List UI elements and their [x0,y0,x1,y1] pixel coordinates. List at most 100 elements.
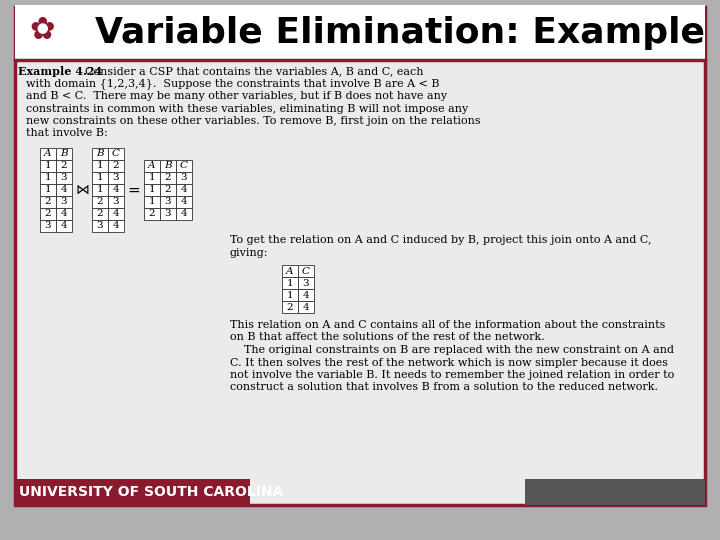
Text: 1: 1 [96,161,103,171]
Bar [160,172,176,184]
Bar [160,184,176,196]
Bar [160,160,176,172]
Bar [298,277,314,289]
Bar [56,208,72,220]
Bar [56,160,72,172]
FancyBboxPatch shape [15,7,705,505]
Bar [56,220,72,232]
Bar [56,196,72,208]
Text: 2: 2 [287,302,293,312]
Bar [92,148,108,160]
Text: ✿: ✿ [30,17,55,45]
Bar [176,184,192,196]
Text: Consider a CSP that contains the variables A, B and C, each: Consider a CSP that contains the variabl… [85,66,423,76]
Bar [144,208,160,220]
Bar [40,148,56,160]
Text: 4: 4 [181,198,187,206]
Text: 4: 4 [181,186,187,194]
Bar [56,172,72,184]
Text: 3: 3 [113,198,120,206]
Text: Variable Elimination: Example: Variable Elimination: Example [95,16,705,50]
Text: 2: 2 [96,198,103,206]
Text: C: C [302,267,310,275]
Text: with domain {1,2,3,4}.  Suppose the constraints that involve B are A < B: with domain {1,2,3,4}. Suppose the const… [26,78,439,89]
Bar [108,220,124,232]
Bar [108,208,124,220]
Bar [282,289,298,301]
Bar [176,172,192,184]
Bar [56,184,72,196]
Bar [108,160,124,172]
Text: 3: 3 [181,173,187,183]
Bar [40,172,56,184]
Text: This relation on A and C contains all of the information about the constraints: This relation on A and C contains all of… [230,320,665,330]
Text: 3: 3 [60,198,67,206]
Text: ⋈: ⋈ [75,183,89,197]
Text: 3: 3 [302,279,310,287]
Text: 2: 2 [165,186,171,194]
Text: 2: 2 [96,210,103,219]
Text: 4: 4 [113,210,120,219]
Text: C. It then solves the rest of the network which is now simpler because it does: C. It then solves the rest of the networ… [230,357,668,368]
Bar [176,208,192,220]
Bar [40,160,56,172]
Text: 2: 2 [60,161,67,171]
Text: 2: 2 [113,161,120,171]
Bar [92,220,108,232]
Text: =: = [127,183,140,198]
Text: 1: 1 [96,173,103,183]
Text: B: B [164,161,172,171]
Text: 3: 3 [165,210,171,219]
Text: 1: 1 [45,173,51,183]
Bar [160,196,176,208]
Text: The original constraints on B are replaced with the new constraint on A and: The original constraints on B are replac… [230,345,674,355]
Text: 4: 4 [60,186,67,194]
Bar [40,184,56,196]
Text: UNIVERSITY OF SOUTH CAROLINA: UNIVERSITY OF SOUTH CAROLINA [19,485,283,499]
Bar [15,479,250,505]
Text: 2: 2 [45,198,51,206]
Text: on B that affect the solutions of the rest of the network.: on B that affect the solutions of the re… [230,333,545,342]
Text: 4: 4 [60,210,67,219]
Text: 1: 1 [45,186,51,194]
Text: 4: 4 [302,302,310,312]
Bar [15,5,705,60]
Bar [108,196,124,208]
Text: B: B [60,150,68,159]
Text: 4: 4 [181,210,187,219]
Text: 1: 1 [149,173,156,183]
Text: Example 4.24: Example 4.24 [18,66,102,77]
Text: construct a solution that involves B from a solution to the reduced network.: construct a solution that involves B fro… [230,382,658,393]
Bar [298,289,314,301]
Text: 3: 3 [165,198,171,206]
Text: 1: 1 [149,198,156,206]
Bar [92,160,108,172]
Bar [92,208,108,220]
Text: that involve B:: that involve B: [26,129,108,138]
Text: and B < C.  There may be many other variables, but if B does not have any: and B < C. There may be many other varia… [26,91,447,101]
Bar [40,220,56,232]
Text: 1: 1 [96,186,103,194]
Text: C: C [112,150,120,159]
Text: 3: 3 [96,221,103,231]
Text: 2: 2 [149,210,156,219]
Text: C: C [180,161,188,171]
Text: 2: 2 [165,173,171,183]
Bar [108,184,124,196]
Bar [176,196,192,208]
Text: B: B [96,150,104,159]
Text: A: A [148,161,156,171]
Bar [282,277,298,289]
Bar [282,265,298,277]
Text: 1: 1 [287,291,293,300]
Text: 4: 4 [113,221,120,231]
Bar [40,196,56,208]
Bar [160,208,176,220]
Text: constraints in common with these variables, eliminating B will not impose any: constraints in common with these variabl… [26,104,468,113]
Bar [56,148,72,160]
Text: To get the relation on A and C induced by B, project this join onto A and C,: To get the relation on A and C induced b… [230,235,652,245]
Text: 2: 2 [45,210,51,219]
Bar [282,301,298,313]
Bar [525,479,705,505]
Text: 1: 1 [149,186,156,194]
